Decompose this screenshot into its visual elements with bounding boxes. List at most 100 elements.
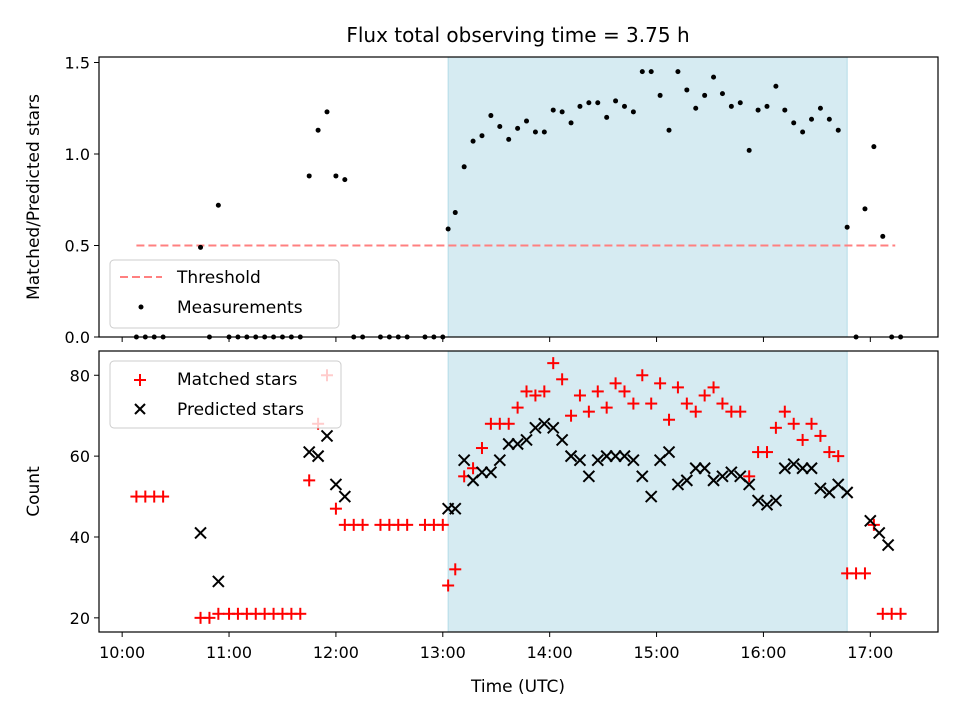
- predicted-stars-point: [716, 470, 729, 483]
- measurement-point: [684, 87, 690, 93]
- y-tick-label: 0.0: [65, 328, 90, 347]
- measurement-point: [817, 105, 823, 111]
- predicted-stars-point: [751, 494, 765, 507]
- matched-stars-point: [645, 397, 658, 410]
- predicted-stars-point: [591, 453, 604, 467]
- predicted-stars-point: [787, 458, 800, 471]
- matched-stars-point: [698, 389, 711, 402]
- predicted-stars-point: [320, 429, 334, 443]
- measurement-point: [675, 69, 681, 75]
- predicted-stars-point: [493, 453, 507, 467]
- matched-stars-point: [609, 377, 622, 390]
- matched-stars-point: [502, 417, 515, 430]
- ratio-panel: 0.0 0.5 1.0 1.5 Matched/Predicted stars Thr…: [24, 53, 939, 347]
- ratio-legend-box: [109, 259, 340, 329]
- measurement-point: [639, 69, 645, 75]
- measurement-point: [782, 107, 788, 113]
- predicted-stars-point: [814, 482, 827, 495]
- predicted-stars-point: [627, 453, 640, 467]
- observing-window-shade: [447, 56, 848, 338]
- predicted-stars-point: [680, 474, 694, 487]
- predicted-stars-point: [547, 421, 560, 435]
- ratio-y-ticks: 0.0 0.5 1.0 1.5: [65, 53, 99, 347]
- observing-window-band: [447, 350, 848, 633]
- matched-stars-point: [734, 405, 747, 418]
- measurement-point: [880, 233, 886, 239]
- predicted-stars-point: [457, 453, 471, 467]
- predicted-stars-point: [881, 538, 895, 552]
- measurement-point: [324, 109, 330, 115]
- measurement-point: [809, 116, 815, 122]
- matched-stars-point: [680, 397, 693, 410]
- matched-stars-point: [636, 369, 649, 382]
- measurement-point: [764, 103, 770, 109]
- ratio-x-ticks: [121, 337, 871, 342]
- legend-matched-swatch: [134, 374, 146, 386]
- count-series: [130, 357, 907, 624]
- y-tick-label: 1.0: [65, 145, 90, 164]
- matched-stars-point: [573, 389, 586, 402]
- measurement-point: [515, 125, 521, 131]
- measurement-point: [791, 120, 797, 126]
- predicted-stars-point: [302, 445, 316, 459]
- y-tick-label: 60: [70, 447, 90, 466]
- predicted-stars-point: [840, 486, 854, 499]
- matched-stars-point: [671, 381, 684, 394]
- matched-stars-point: [294, 607, 307, 620]
- predicted-stars-point: [564, 449, 578, 463]
- predicted-stars-point: [311, 449, 325, 463]
- matched-stars-point: [743, 470, 756, 483]
- measurement-point: [826, 116, 832, 122]
- measurement-point: [586, 100, 592, 106]
- predicted-stars-point: [698, 462, 711, 475]
- count-legend: Matched stars Predicted stars: [109, 360, 342, 429]
- matched-stars-point: [805, 417, 818, 430]
- x-tick-label: 12:00: [313, 643, 359, 662]
- measurement-point: [613, 98, 619, 104]
- matched-stars-point: [778, 405, 791, 418]
- count-x-ticks: 10:00 11:00 12:00 13:00 14:00 15:00 16:00 17:00: [99, 632, 893, 662]
- predicted-stars-point: [609, 449, 622, 463]
- y-tick-label: 80: [70, 366, 90, 385]
- x-tick-label: 11:00: [206, 643, 252, 662]
- x-tick-label: 10:00: [99, 643, 145, 662]
- predicted-stars-point: [502, 437, 515, 451]
- matched-stars-point: [475, 442, 488, 455]
- measurement-point: [215, 202, 221, 208]
- measurement-point: [737, 100, 743, 106]
- y-tick-label: 1.5: [65, 53, 90, 72]
- measurement-point: [559, 109, 565, 115]
- measurement-point: [746, 147, 752, 153]
- x-tick-label: 14:00: [527, 643, 573, 662]
- measurement-point: [657, 92, 663, 98]
- measurement-point: [648, 69, 654, 75]
- matched-stars-point: [449, 563, 462, 576]
- measurement-point: [755, 107, 761, 113]
- measurement-point: [452, 210, 458, 216]
- measurement-point: [532, 129, 538, 135]
- matched-stars-point: [529, 389, 542, 402]
- matched-stars-point: [796, 433, 809, 446]
- legend-predicted-swatch: [134, 403, 146, 415]
- measurement-point: [800, 129, 806, 135]
- predicted-stars-point: [520, 433, 533, 447]
- matched-stars-point: [787, 417, 800, 430]
- y-tick-label: 40: [70, 528, 90, 547]
- matched-stars-point: [538, 385, 551, 398]
- measurement-point: [541, 129, 547, 135]
- count-legend-box: [109, 360, 342, 429]
- predicted-stars-point: [742, 478, 756, 491]
- matched-stars-point: [401, 518, 414, 531]
- measurement-point: [630, 109, 636, 115]
- predicted-stars-point: [864, 514, 877, 528]
- measurement-point: [728, 103, 734, 109]
- matched-stars-point: [654, 377, 667, 390]
- predicted-stars-point: [538, 417, 551, 430]
- measurement-point: [711, 74, 717, 80]
- matched-stars-point: [520, 385, 533, 398]
- measurement-point: [479, 133, 485, 139]
- matched-stars-point: [442, 579, 455, 592]
- predicted-stars-point: [671, 478, 685, 491]
